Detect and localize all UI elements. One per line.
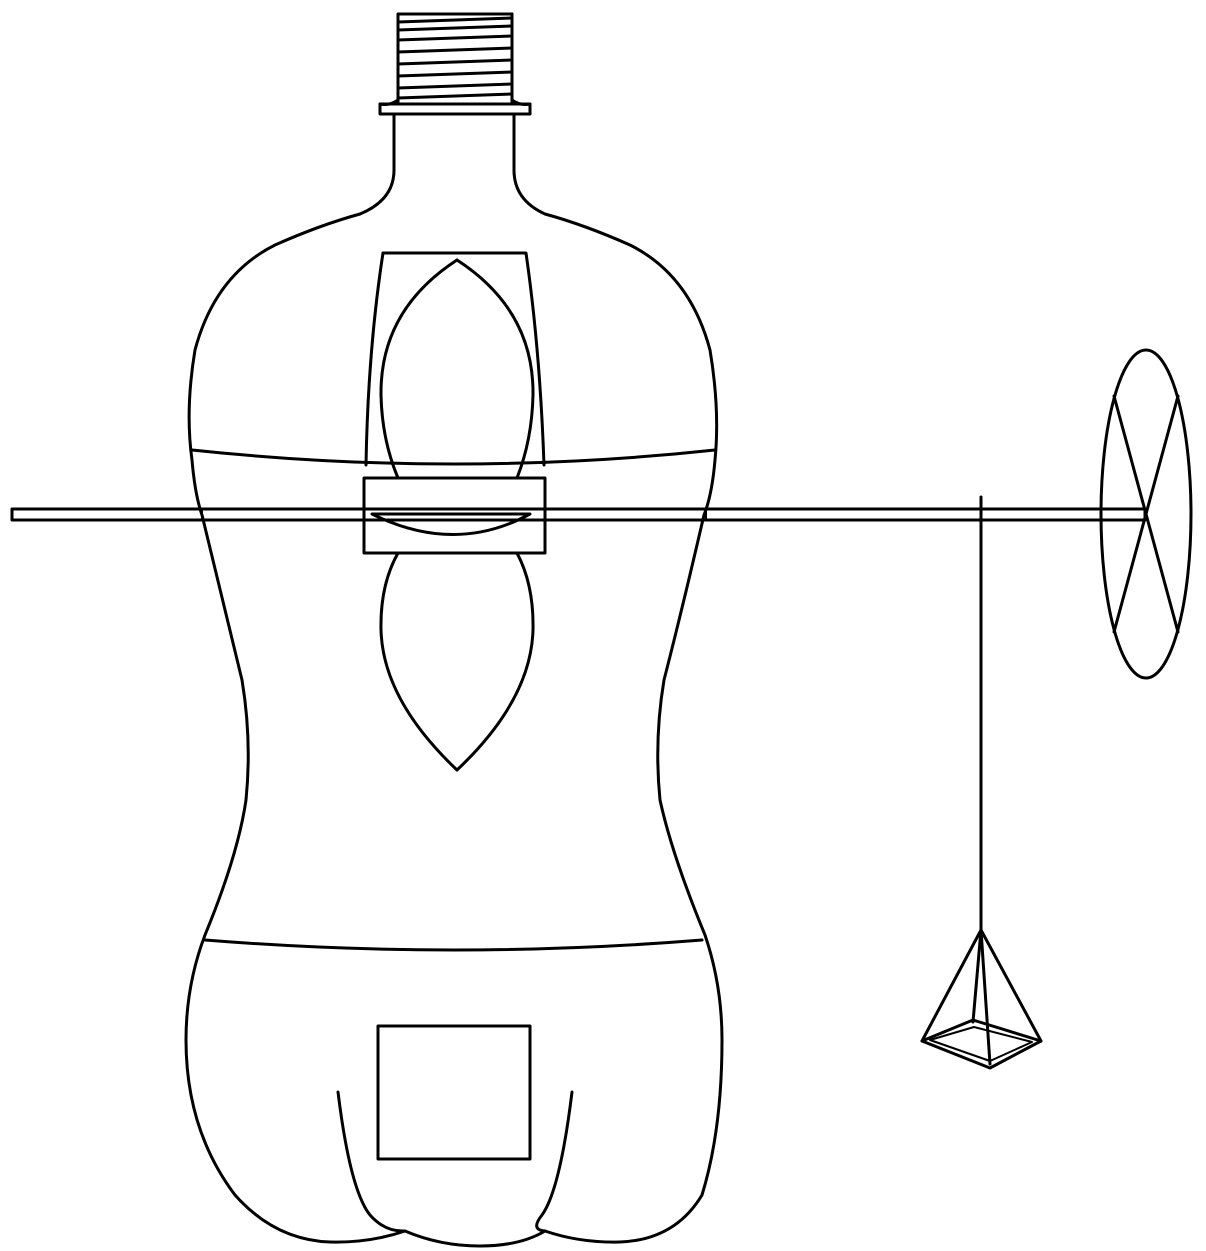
bottle-cap-thread [378, 12, 532, 116]
bottom-square [376, 1024, 532, 1161]
wheel [1099, 348, 1193, 680]
axle-hub [362, 476, 547, 555]
window-panel [364, 251, 546, 467]
weight-basket [920, 928, 1043, 1070]
bottle-body [184, 112, 724, 1248]
propeller-blades [379, 258, 535, 772]
